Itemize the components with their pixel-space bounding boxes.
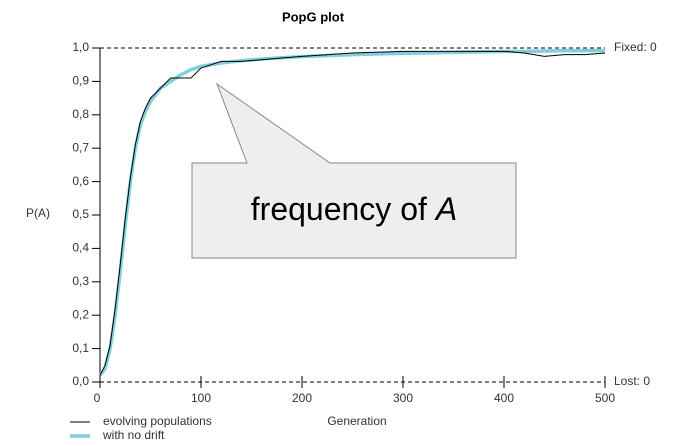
fixed-label: Fixed: 0 <box>614 40 657 54</box>
callout <box>191 82 517 259</box>
annotation-text: frequency of <box>251 191 427 227</box>
legend-label: evolving populations <box>103 414 212 428</box>
lost-label: Lost: 0 <box>614 374 650 388</box>
y-tick-label: 0,1 <box>72 341 89 355</box>
annotation: frequency of A <box>251 191 457 227</box>
y-tick-label: 0,6 <box>72 174 89 188</box>
y-tick-label: 0,3 <box>72 274 89 288</box>
y-tick-label: 0,5 <box>72 207 89 221</box>
y-tick-label: 0,9 <box>72 74 89 88</box>
y-axis-label: P(A) <box>26 206 50 220</box>
y-tick-label: 0,2 <box>72 307 89 321</box>
x-tick-label: 200 <box>292 391 312 405</box>
y-tick-label: 0,0 <box>72 374 89 388</box>
x-tick-label: 300 <box>393 391 413 405</box>
y-tick-label: 0,7 <box>72 140 89 154</box>
y-tick-label: 1,0 <box>72 40 89 54</box>
chart-title: PopG plot <box>282 9 345 24</box>
x-tick-label: 100 <box>191 391 211 405</box>
annotation-italic: A <box>434 191 457 227</box>
x-tick-label: 400 <box>494 391 514 405</box>
y-tick-label: 0,8 <box>72 107 89 121</box>
x-tick-label: 0 <box>94 391 101 405</box>
y-tick-label: 0,4 <box>72 241 89 255</box>
legend-label: with no drift <box>102 428 165 442</box>
series-line <box>99 50 606 376</box>
x-axis-label: Generation <box>327 414 386 428</box>
x-tick-label: 500 <box>595 391 615 405</box>
